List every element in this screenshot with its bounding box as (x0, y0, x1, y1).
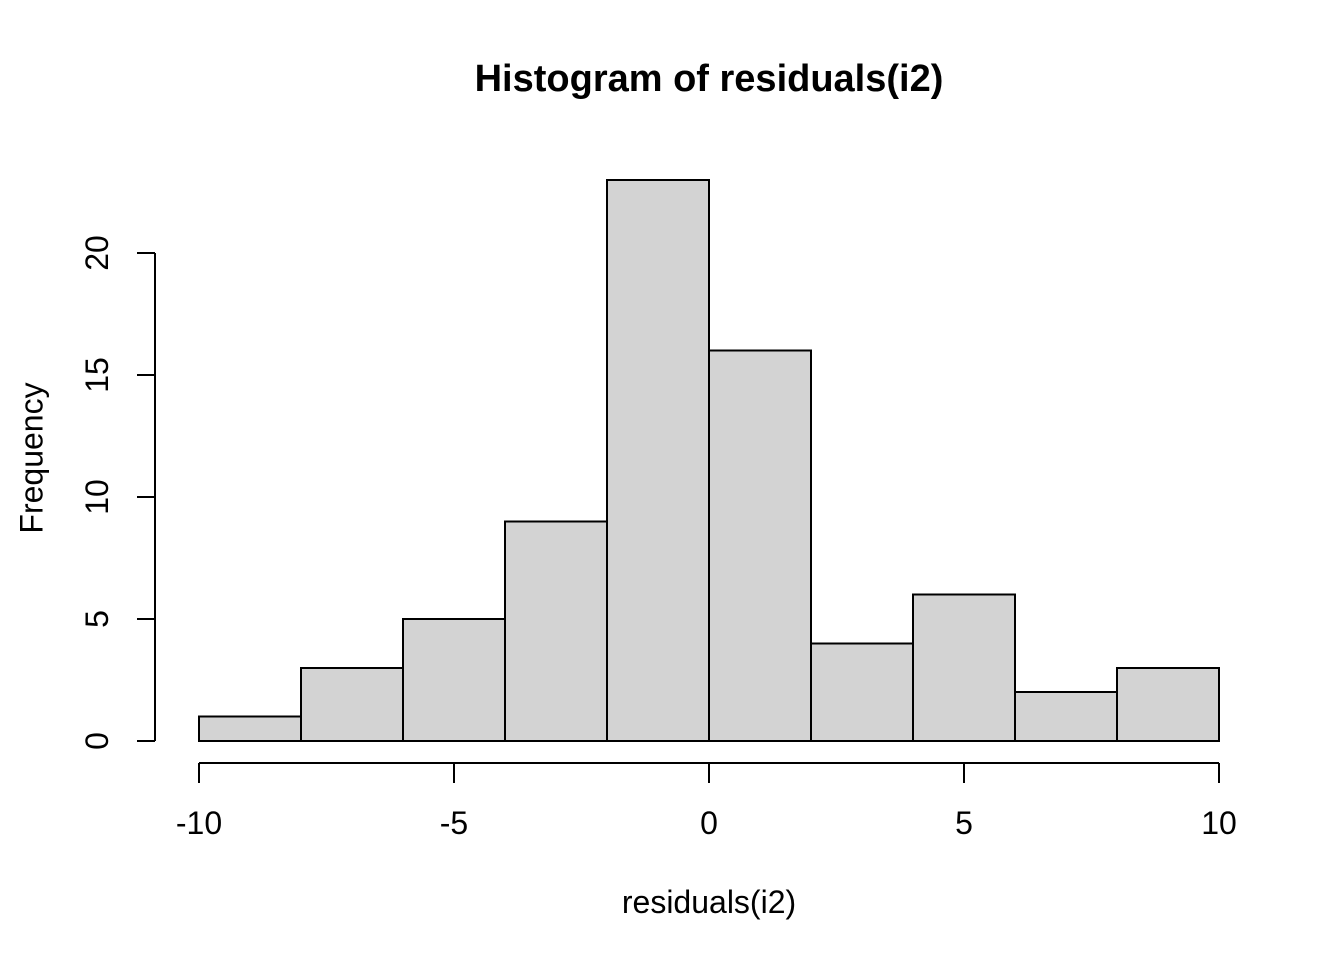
x-tick-label: 5 (955, 805, 973, 841)
y-tick-label: 0 (79, 732, 115, 750)
histogram-bar (1116, 666, 1220, 742)
y-tick-label: 15 (79, 357, 115, 393)
histogram-bar (402, 618, 506, 742)
histogram-bar (912, 593, 1016, 742)
histogram-bar (606, 178, 710, 743)
y-tick-label: 20 (79, 235, 115, 271)
x-axis-label: residuals(i2) (621, 884, 797, 920)
histogram-bar (504, 520, 608, 743)
histogram-bar (300, 666, 404, 742)
histogram-bar (1014, 691, 1118, 743)
x-tick-label: 0 (700, 805, 718, 841)
histogram-bar (198, 715, 302, 742)
x-tick-label: 10 (1201, 805, 1237, 841)
x-tick-label: -5 (440, 805, 468, 841)
y-tick-label: 10 (79, 479, 115, 515)
y-tick-label: 5 (79, 610, 115, 628)
histogram-bar (810, 642, 914, 743)
chart-title: Histogram of residuals(i2) (474, 58, 944, 100)
histogram-bar (708, 349, 812, 742)
x-tick-label: -10 (176, 805, 222, 841)
